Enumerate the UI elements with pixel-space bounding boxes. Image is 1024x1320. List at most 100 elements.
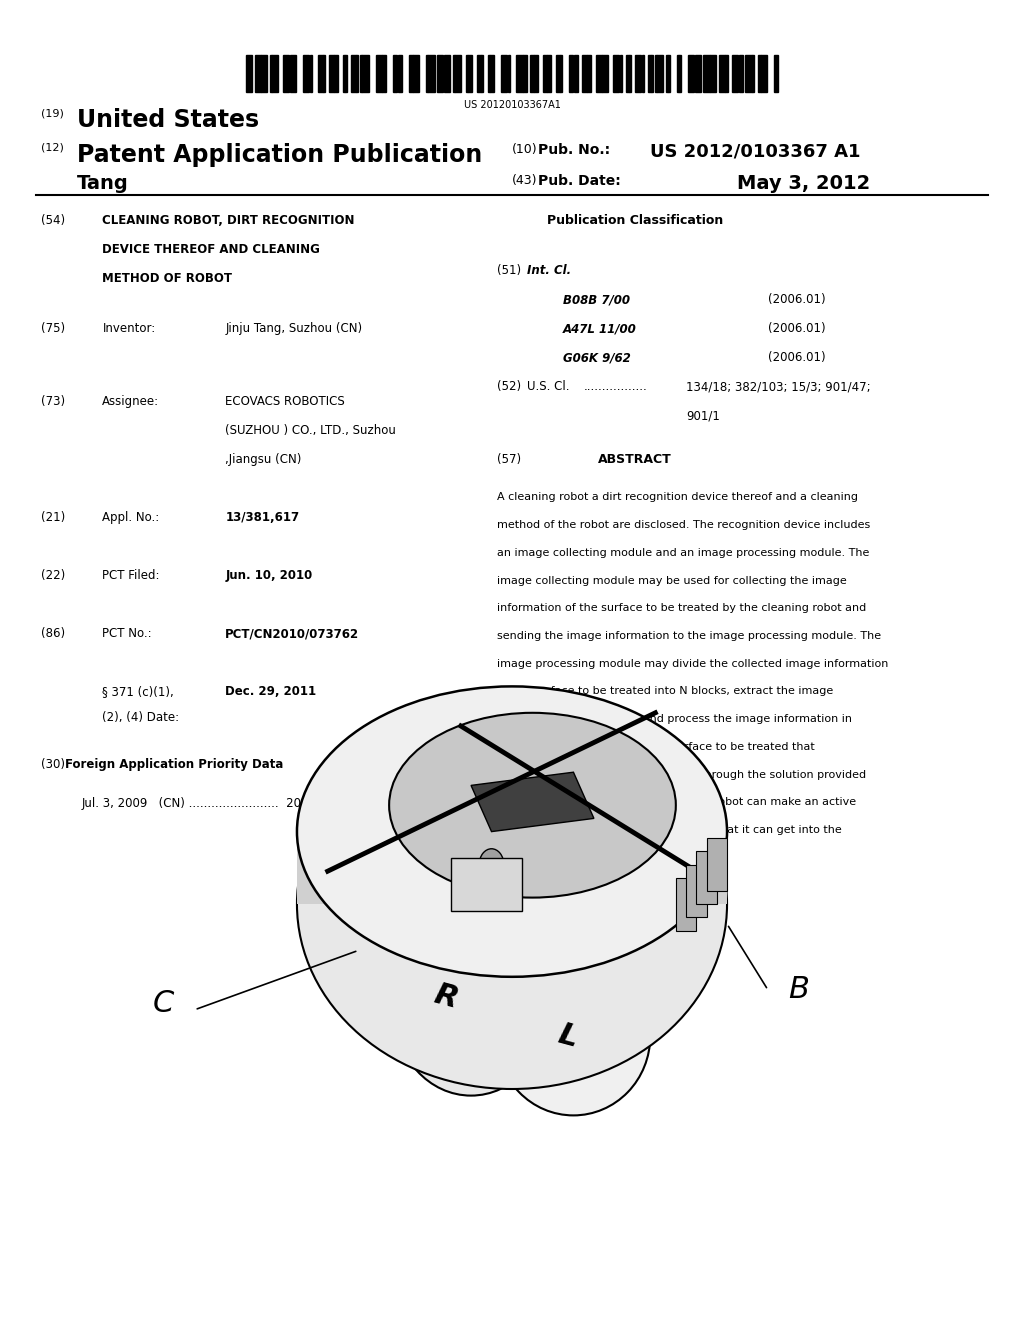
Bar bbox=[343, 55, 345, 92]
Bar bbox=[725, 55, 727, 92]
Text: Pub. Date:: Pub. Date: bbox=[538, 174, 621, 189]
Bar bbox=[409, 55, 413, 92]
Bar bbox=[547, 55, 551, 92]
Bar bbox=[318, 55, 323, 92]
Text: Dec. 29, 2011: Dec. 29, 2011 bbox=[225, 685, 316, 698]
Bar bbox=[376, 55, 382, 92]
Bar bbox=[451, 858, 522, 911]
Bar bbox=[261, 55, 267, 92]
Text: by the present invention, the cleaning robot can make an active: by the present invention, the cleaning r… bbox=[497, 797, 856, 808]
Text: R: R bbox=[430, 979, 461, 1014]
Bar bbox=[426, 55, 428, 92]
Text: Pub. No.:: Pub. No.: bbox=[538, 143, 609, 157]
Bar bbox=[719, 55, 725, 92]
Bar bbox=[330, 55, 334, 92]
Text: image collecting module may be used for collecting the image: image collecting module may be used for … bbox=[497, 576, 847, 586]
Bar bbox=[543, 55, 547, 92]
Text: A cleaning robot a dirt recognition device thereof and a cleaning: A cleaning robot a dirt recognition devi… bbox=[497, 492, 858, 503]
Text: ,Jiangsu (CN): ,Jiangsu (CN) bbox=[225, 453, 302, 466]
Text: recognition to the dirt such as dust, so that it can get into the: recognition to the dirt such as dust, so… bbox=[497, 825, 842, 836]
Text: information of the surface to be treated by the cleaning robot and: information of the surface to be treated… bbox=[497, 603, 866, 614]
Bar bbox=[761, 55, 767, 92]
Bar bbox=[501, 55, 507, 92]
Text: (2006.01): (2006.01) bbox=[768, 293, 825, 306]
Text: (22): (22) bbox=[41, 569, 66, 582]
Bar bbox=[362, 55, 369, 92]
Ellipse shape bbox=[394, 924, 548, 1096]
Bar bbox=[487, 55, 489, 92]
Bar bbox=[393, 55, 397, 92]
Text: G06K 9/62: G06K 9/62 bbox=[563, 351, 631, 364]
Ellipse shape bbox=[497, 957, 650, 1115]
Bar bbox=[703, 55, 710, 92]
Bar bbox=[270, 55, 272, 92]
Text: DEVICE THEREOF AND CLEANING: DEVICE THEREOF AND CLEANING bbox=[102, 243, 321, 256]
Text: PCT/CN2010/073762: PCT/CN2010/073762 bbox=[225, 627, 359, 640]
Text: (54): (54) bbox=[41, 214, 66, 227]
Bar bbox=[627, 55, 629, 92]
Text: Publication Classification: Publication Classification bbox=[547, 214, 723, 227]
Bar bbox=[360, 55, 362, 92]
Text: an image collecting module and an image processing module. The: an image collecting module and an image … bbox=[497, 548, 869, 558]
Bar bbox=[290, 55, 296, 92]
Bar bbox=[669, 55, 671, 92]
Text: B08B 7/00: B08B 7/00 bbox=[563, 293, 630, 306]
Text: Inventor:: Inventor: bbox=[102, 322, 156, 335]
Bar bbox=[679, 55, 681, 92]
Text: C: C bbox=[154, 989, 174, 1018]
Text: corresponds to one of the N blocks. Through the solution provided: corresponds to one of the N blocks. Thro… bbox=[497, 770, 865, 780]
Text: METHOD OF ROBOT: METHOD OF ROBOT bbox=[102, 272, 232, 285]
Text: A47L 11/00: A47L 11/00 bbox=[563, 322, 637, 335]
Bar bbox=[455, 55, 461, 92]
Bar bbox=[523, 55, 527, 92]
Text: 901/1: 901/1 bbox=[686, 409, 720, 422]
Text: (2006.01): (2006.01) bbox=[768, 322, 825, 335]
Text: (SUZHOU ) CO., LTD., Suzhou: (SUZHOU ) CO., LTD., Suzhou bbox=[225, 424, 396, 437]
Bar bbox=[255, 55, 261, 92]
Text: sending the image information to the image processing module. The: sending the image information to the ima… bbox=[497, 631, 881, 642]
Bar bbox=[648, 55, 650, 92]
Text: (75): (75) bbox=[41, 322, 66, 335]
Bar bbox=[587, 55, 591, 92]
Bar bbox=[676, 878, 696, 931]
Bar bbox=[686, 865, 707, 917]
Text: information of each block and process the image information in: information of each block and process th… bbox=[497, 714, 852, 725]
Text: (30): (30) bbox=[41, 758, 65, 771]
Text: working area accurately and rapidly.: working area accurately and rapidly. bbox=[497, 853, 700, 863]
Text: Tang: Tang bbox=[77, 174, 129, 193]
Bar bbox=[774, 55, 778, 92]
Bar bbox=[397, 55, 401, 92]
Bar bbox=[284, 55, 290, 92]
Bar bbox=[650, 55, 652, 92]
Bar bbox=[745, 55, 752, 92]
Bar bbox=[303, 55, 309, 92]
Bar bbox=[613, 55, 620, 92]
Bar bbox=[428, 55, 434, 92]
Bar bbox=[710, 55, 717, 92]
Bar bbox=[635, 55, 641, 92]
Text: L: L bbox=[555, 1019, 582, 1053]
Text: (19): (19) bbox=[41, 108, 63, 119]
Bar bbox=[629, 55, 631, 92]
Bar bbox=[738, 55, 742, 92]
Bar bbox=[583, 55, 587, 92]
Bar bbox=[516, 55, 522, 92]
Text: § 371 (c)(1),: § 371 (c)(1), bbox=[102, 685, 174, 698]
Bar bbox=[569, 55, 573, 92]
Bar bbox=[272, 55, 279, 92]
Text: (10): (10) bbox=[512, 143, 538, 156]
Bar bbox=[468, 55, 472, 92]
Circle shape bbox=[479, 849, 504, 880]
Text: Patent Application Publication: Patent Application Publication bbox=[77, 143, 482, 166]
Bar bbox=[453, 55, 455, 92]
Text: Assignee:: Assignee: bbox=[102, 395, 160, 408]
Text: 13/381,617: 13/381,617 bbox=[225, 511, 299, 524]
Bar bbox=[534, 55, 539, 92]
Text: order to determine the dirtiest surface to be treated that: order to determine the dirtiest surface … bbox=[497, 742, 814, 752]
Text: (2), (4) Date:: (2), (4) Date: bbox=[102, 711, 179, 725]
Bar bbox=[696, 851, 717, 904]
Ellipse shape bbox=[297, 686, 727, 977]
Bar bbox=[677, 55, 679, 92]
Bar bbox=[707, 838, 727, 891]
Text: Jul. 3, 2009   (CN) ........................  2009 10150110.5: Jul. 3, 2009 (CN) ......................… bbox=[82, 797, 391, 810]
